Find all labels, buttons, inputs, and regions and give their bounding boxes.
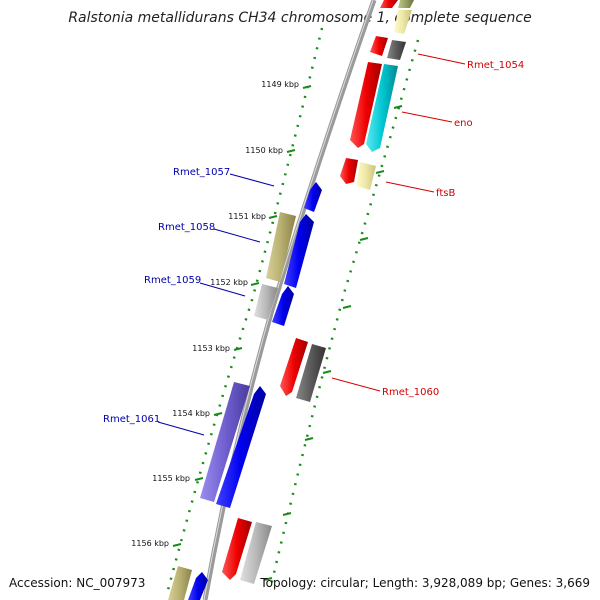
genes-right-strand [222,0,414,584]
kbp-tick [172,543,182,547]
gene-arrow-pale[interactable] [356,162,376,190]
leader-line [331,377,381,392]
gene-arrow-red[interactable] [380,0,398,8]
gene-arrow-red[interactable] [340,158,358,184]
gene-arrow-blue[interactable] [272,286,294,326]
gene-arrow-violet[interactable] [200,382,250,502]
kbp-tick-label: 1153 kbp [192,344,230,353]
gene-arrow-blue[interactable] [304,182,322,212]
kbp-scale: 1149 kbp 1150 kbp 1151 kbp 1152 kbp 1153… [131,80,403,581]
gene-arrow-red[interactable] [370,36,388,56]
gc-tick [393,105,403,109]
gc-tick [375,170,385,174]
leader-line [385,181,435,193]
kbp-tick-label: 1152 kbp [210,278,248,287]
gene-label-rmet-1058[interactable]: Rmet_1058 [158,222,215,233]
gc-tick [359,237,369,241]
gene-labels-left: Rmet_1057 Rmet_1058 Rmet_1059 Rmet_1061 [103,167,275,436]
kbp-tick [268,215,278,219]
gene-arrow-red[interactable] [350,62,382,148]
gene-arrow-light-gray[interactable] [240,522,272,584]
gene-arrow-dark-gray[interactable] [296,344,326,402]
accession-text: Accession: NC_007973 [9,576,145,590]
gene-arrow-light-gray[interactable] [254,284,278,320]
kbp-tick [233,347,243,351]
kbp-tick [194,477,204,481]
gc-tick [282,512,292,516]
gene-label-rmet-1059[interactable]: Rmet_1059 [144,275,201,286]
gene-arrow-khaki[interactable] [168,566,192,600]
gc-tick [342,305,352,309]
gene-label-rmet-1054[interactable]: Rmet_1054 [467,60,524,71]
gene-arrow-blue[interactable] [284,214,314,288]
gene-label-rmet-1061[interactable]: Rmet_1061 [103,414,160,425]
gc-tick [322,370,332,374]
kbp-tick-label: 1155 kbp [152,474,190,483]
leader-line [229,173,275,187]
gc-tick [263,577,273,581]
kbp-tick [286,149,296,153]
gene-label-ftsb[interactable]: ftsB [436,188,455,199]
gene-arrow-blue[interactable] [188,572,208,600]
gene-arrow-red[interactable] [222,518,252,580]
gc-track-inner-right [268,39,420,591]
gene-labels-right: Rmet_1054 eno ftsB Rmet_1060 [331,53,524,398]
gene-arrow-khaki[interactable] [266,212,296,282]
gene-arrow-red[interactable] [280,338,308,396]
gc-track-outer-left [166,27,324,591]
leader-line [213,228,261,243]
sequence-summary-text: Topology: circular; Length: 3,928,089 bp… [259,576,590,590]
kbp-tick [250,282,260,286]
leader-line [401,111,453,123]
gene-label-rmet-1057[interactable]: Rmet_1057 [173,167,230,178]
gene-arrow-pale[interactable] [394,10,412,34]
kbp-tick [302,85,312,89]
leader-line [157,421,205,436]
genes-left-strand [168,182,322,600]
gene-arrow-blue[interactable] [216,386,266,508]
leader-line [417,53,466,65]
gc-tick [304,437,314,441]
gene-label-eno[interactable]: eno [454,118,473,129]
kbp-tick-label: 1154 kbp [172,409,210,418]
map-title: Ralstonia metallidurans CH34 chromosome … [68,10,531,26]
kbp-tick [213,412,223,416]
kbp-tick-label: 1156 kbp [131,539,169,548]
gene-label-rmet-1060[interactable]: Rmet_1060 [382,387,439,398]
gene-arrow-dark-gray[interactable] [387,40,406,60]
kbp-tick-label: 1150 kbp [245,146,283,155]
kbp-tick-label: 1151 kbp [228,212,266,221]
gene-arrow-olive[interactable] [398,0,414,8]
leader-line [199,282,246,297]
kbp-tick-label: 1149 kbp [261,80,299,89]
gene-arrow-cyan[interactable] [366,64,398,152]
